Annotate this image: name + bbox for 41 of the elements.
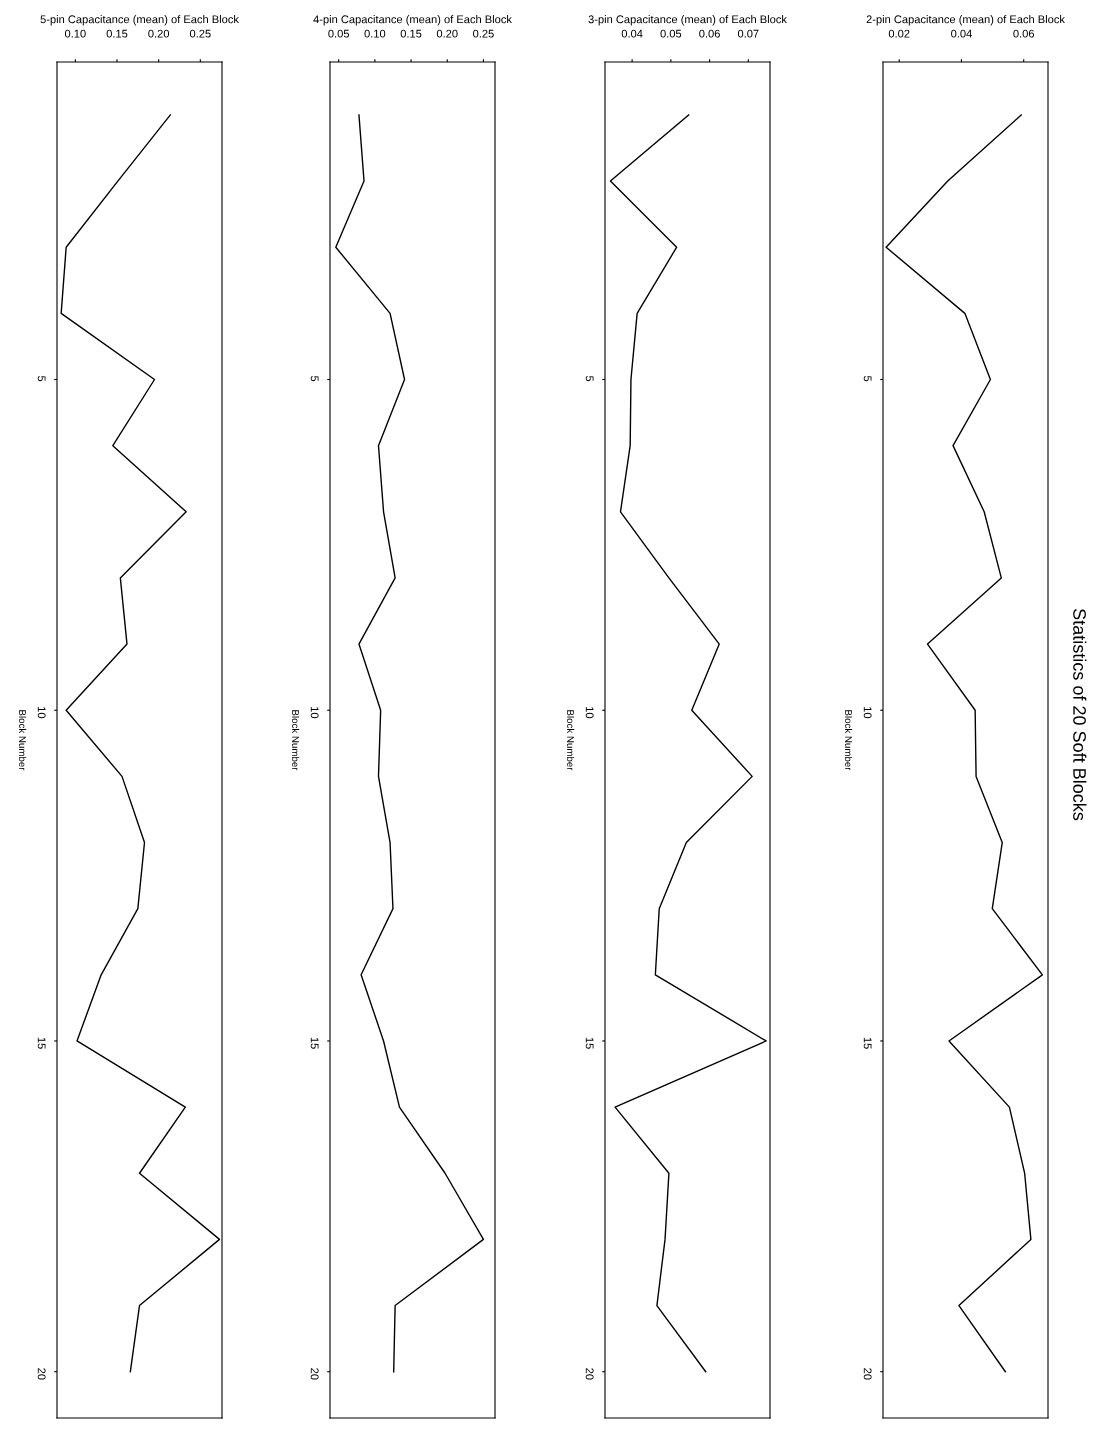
y-tick-label: 10 xyxy=(585,707,594,719)
x-tick-label: 0.06 xyxy=(699,29,720,38)
x-tick-label: 0.05 xyxy=(660,29,682,38)
x-tick-label: 0.06 xyxy=(1013,29,1035,38)
y-tick-label: 20 xyxy=(310,1368,319,1380)
chart-title: 5-pin Capacitance (mean) of Each Block xyxy=(40,15,239,26)
x-tick-label: 0.25 xyxy=(189,29,211,38)
x-tick-label: 0.04 xyxy=(951,29,972,38)
x-tick-label: 0.04 xyxy=(621,29,643,38)
y-tick-label: 5 xyxy=(863,375,872,382)
y-tick-label: 10 xyxy=(863,707,872,719)
y-tick-label: 5 xyxy=(37,375,46,382)
x-tick-label: 0.02 xyxy=(888,29,910,38)
chart-title: 4-pin Capacitance (mean) of Each Block xyxy=(313,15,512,26)
y-tick-label: 20 xyxy=(585,1368,594,1380)
x-tick-label: 0.25 xyxy=(473,29,494,38)
x-tick-label: 0.15 xyxy=(400,29,422,38)
y-tick-label: 15 xyxy=(310,1037,319,1049)
x-tick-label: 0.15 xyxy=(106,29,128,38)
y-tick-label: 10 xyxy=(310,707,319,719)
y-tick-label: 15 xyxy=(585,1037,594,1049)
y-tick-label: 15 xyxy=(863,1037,872,1049)
x-tick-label: 0.10 xyxy=(64,29,86,38)
x-tick-label: 0.07 xyxy=(737,29,759,38)
x-tick-label: 0.20 xyxy=(436,29,458,38)
y-tick-label: 15 xyxy=(37,1037,46,1049)
x-tick-label: 0.05 xyxy=(328,29,350,38)
y-axis-title: Block Number xyxy=(845,710,853,771)
x-tick-label: 0.20 xyxy=(148,29,170,38)
y-tick-label: 20 xyxy=(863,1368,872,1380)
y-axis-title: Block Number xyxy=(292,710,300,771)
chart-title: 3-pin Capacitance (mean) of Each Block xyxy=(588,15,787,26)
y-tick-label: 5 xyxy=(585,375,594,382)
text: Statistics of 20 Soft Blocks xyxy=(1073,608,1087,821)
y-axis-title: Block Number xyxy=(19,710,27,771)
x-tick-label: 0.10 xyxy=(364,29,386,38)
y-tick-label: 5 xyxy=(310,375,319,382)
y-axis-title: Block Number xyxy=(567,710,575,771)
y-tick-label: 20 xyxy=(37,1368,46,1380)
chart-title: 2-pin Capacitance (mean) of Each Block xyxy=(866,15,1065,26)
y-tick-label: 10 xyxy=(37,707,46,719)
